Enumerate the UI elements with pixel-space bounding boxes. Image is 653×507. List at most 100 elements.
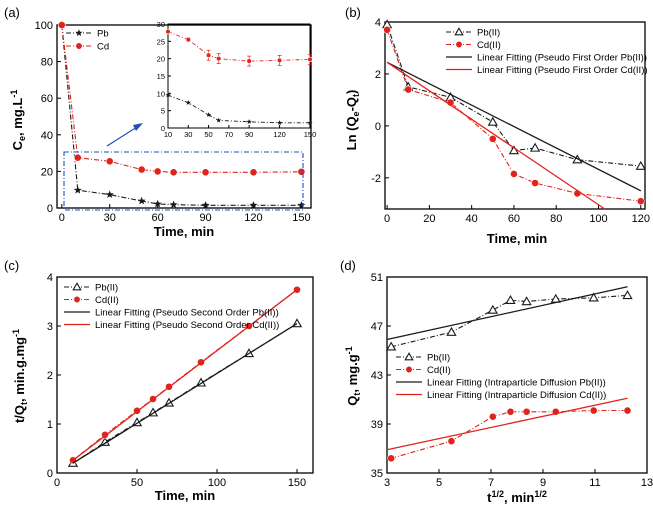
- y-tick-label: 60: [41, 93, 53, 105]
- legend-label: Cd(II): [95, 295, 119, 306]
- x-tick-label: 10: [164, 130, 172, 139]
- data-point-pb: [169, 200, 178, 209]
- series-line-cd: [391, 409, 628, 459]
- panel-b-ticks: 0 20 40 60 80 100 120 -2 0 2 4: [371, 17, 650, 225]
- inset-point-pb: [185, 100, 191, 105]
- y-tick-label: 40: [41, 130, 53, 142]
- panel-b-series: [381, 19, 646, 210]
- y-tick-label: 3: [47, 321, 53, 333]
- x-tick-label: 100: [208, 477, 226, 489]
- y-tick-label: 2: [47, 370, 53, 382]
- data-point-pb: [635, 160, 646, 170]
- data-point-cd: [447, 437, 456, 446]
- data-point-cd: [636, 197, 645, 206]
- y-tick-label: 20: [41, 166, 53, 178]
- data-point-cd: [169, 168, 178, 177]
- inset-point-pb: [165, 92, 171, 98]
- legend-label: Cd: [97, 42, 109, 53]
- x-tick-label: 30: [184, 130, 192, 139]
- data-point-cd: [623, 406, 632, 415]
- x-tick-label: 60: [508, 213, 520, 225]
- data-point-cd: [531, 179, 539, 187]
- data-point-pb: [73, 186, 82, 194]
- legend-label: Pb(II): [477, 28, 500, 39]
- legend-label: Pb(II): [427, 353, 450, 364]
- panel-b: (b) 0 20 40 60 80 100 120 -2 0 2 4 Time, min Ln (Q…: [344, 5, 650, 246]
- y-tick-label: 25: [157, 37, 165, 46]
- y-tick-label: 39: [371, 419, 383, 431]
- data-point-cd: [589, 406, 598, 415]
- panel-d-label: (d): [340, 258, 356, 273]
- legend-label: Pb(II): [95, 283, 118, 294]
- inset-line-cd: [167, 31, 311, 62]
- x-tick-label: 13: [641, 477, 653, 489]
- y-tick-label: 4: [375, 17, 381, 29]
- y-tick-label: 43: [371, 370, 383, 382]
- panel-a-axes-frame: [56, 24, 312, 209]
- data-point-cd: [297, 167, 306, 176]
- fit-line-pb: [386, 61, 642, 192]
- data-point-cd: [153, 167, 162, 176]
- x-tick-label: 120: [244, 212, 262, 224]
- y-tick-label: 0: [161, 124, 165, 133]
- series-line-pb: [391, 294, 628, 348]
- inset-point-pb: [307, 120, 313, 125]
- y-tick-label: 20: [157, 55, 165, 64]
- x-tick-label: 7: [488, 477, 494, 489]
- y-tick-label: 100: [35, 20, 53, 32]
- panel-a-inset: 10 30 50 70 90 120 150 0 5 10 15 20 25 30: [157, 20, 317, 139]
- panel-c-series: [67, 285, 303, 467]
- y-tick-label: 4: [47, 272, 53, 284]
- series-line-pb: [386, 24, 641, 167]
- panel-b-label: (b): [345, 5, 361, 20]
- panel-a-ylabel: Ce, mg.L-1: [9, 90, 27, 151]
- legend-label: Pb: [97, 29, 109, 40]
- x-tick-label: 3: [384, 477, 390, 489]
- inset-point-pb: [206, 112, 212, 117]
- x-tick-label: 30: [104, 212, 116, 224]
- inset-point-pb: [216, 117, 222, 123]
- y-tick-label: 2: [375, 69, 381, 81]
- panel-b-ylabel: Ln (Qe-Qt): [344, 90, 361, 151]
- data-point-pb: [446, 326, 457, 336]
- panel-d-axes-frame: [386, 276, 648, 474]
- data-point-pb: [105, 190, 114, 198]
- x-tick-label: 50: [131, 477, 143, 489]
- panel-c-legend: Pb(II)Cd(II) Linear Fitting (Pseudo Secon…: [64, 282, 279, 331]
- legend-marker-pb: [75, 29, 83, 37]
- fit-line-cd: [72, 289, 298, 461]
- x-tick-label: 20: [423, 213, 435, 225]
- panel-a-zoom-arrow: [106, 126, 138, 147]
- legend-marker-cd: [75, 42, 83, 50]
- inset-point-cd: [246, 58, 252, 64]
- x-tick-label: 50: [204, 130, 212, 139]
- y-tick-label: 5: [161, 107, 165, 116]
- fit-line-pb: [386, 286, 628, 341]
- inset-point-pb: [277, 120, 283, 125]
- data-point-cd: [488, 134, 497, 143]
- data-point-cd: [510, 170, 518, 178]
- panel-a-zoom-arrow-head: [133, 123, 143, 131]
- x-tick-label: 60: [152, 212, 164, 224]
- data-point-cd: [404, 85, 413, 94]
- data-point-pb: [487, 116, 498, 126]
- data-point-cd: [201, 168, 210, 177]
- inset-point-cd: [205, 52, 212, 58]
- y-tick-label: 0: [375, 121, 381, 133]
- panel-c-xlabel: Time, min: [155, 488, 216, 503]
- legend-marker-pb: [404, 352, 414, 361]
- x-tick-label: 150: [292, 212, 310, 224]
- legend-label: Cd(II): [477, 40, 501, 51]
- legend-label: Linear Fitting (Pseudo First Order Pb(II…: [477, 53, 647, 64]
- panel-a-label: (a): [4, 5, 20, 20]
- data-point-cd: [506, 407, 515, 416]
- data-point-pb: [529, 142, 541, 152]
- data-point-cd: [387, 454, 396, 463]
- y-tick-label: 15: [157, 72, 165, 81]
- x-tick-label: 90: [199, 212, 211, 224]
- x-tick-label: 11: [589, 477, 600, 489]
- inset-line-pb: [167, 94, 310, 124]
- legend-marker-cd: [73, 295, 81, 304]
